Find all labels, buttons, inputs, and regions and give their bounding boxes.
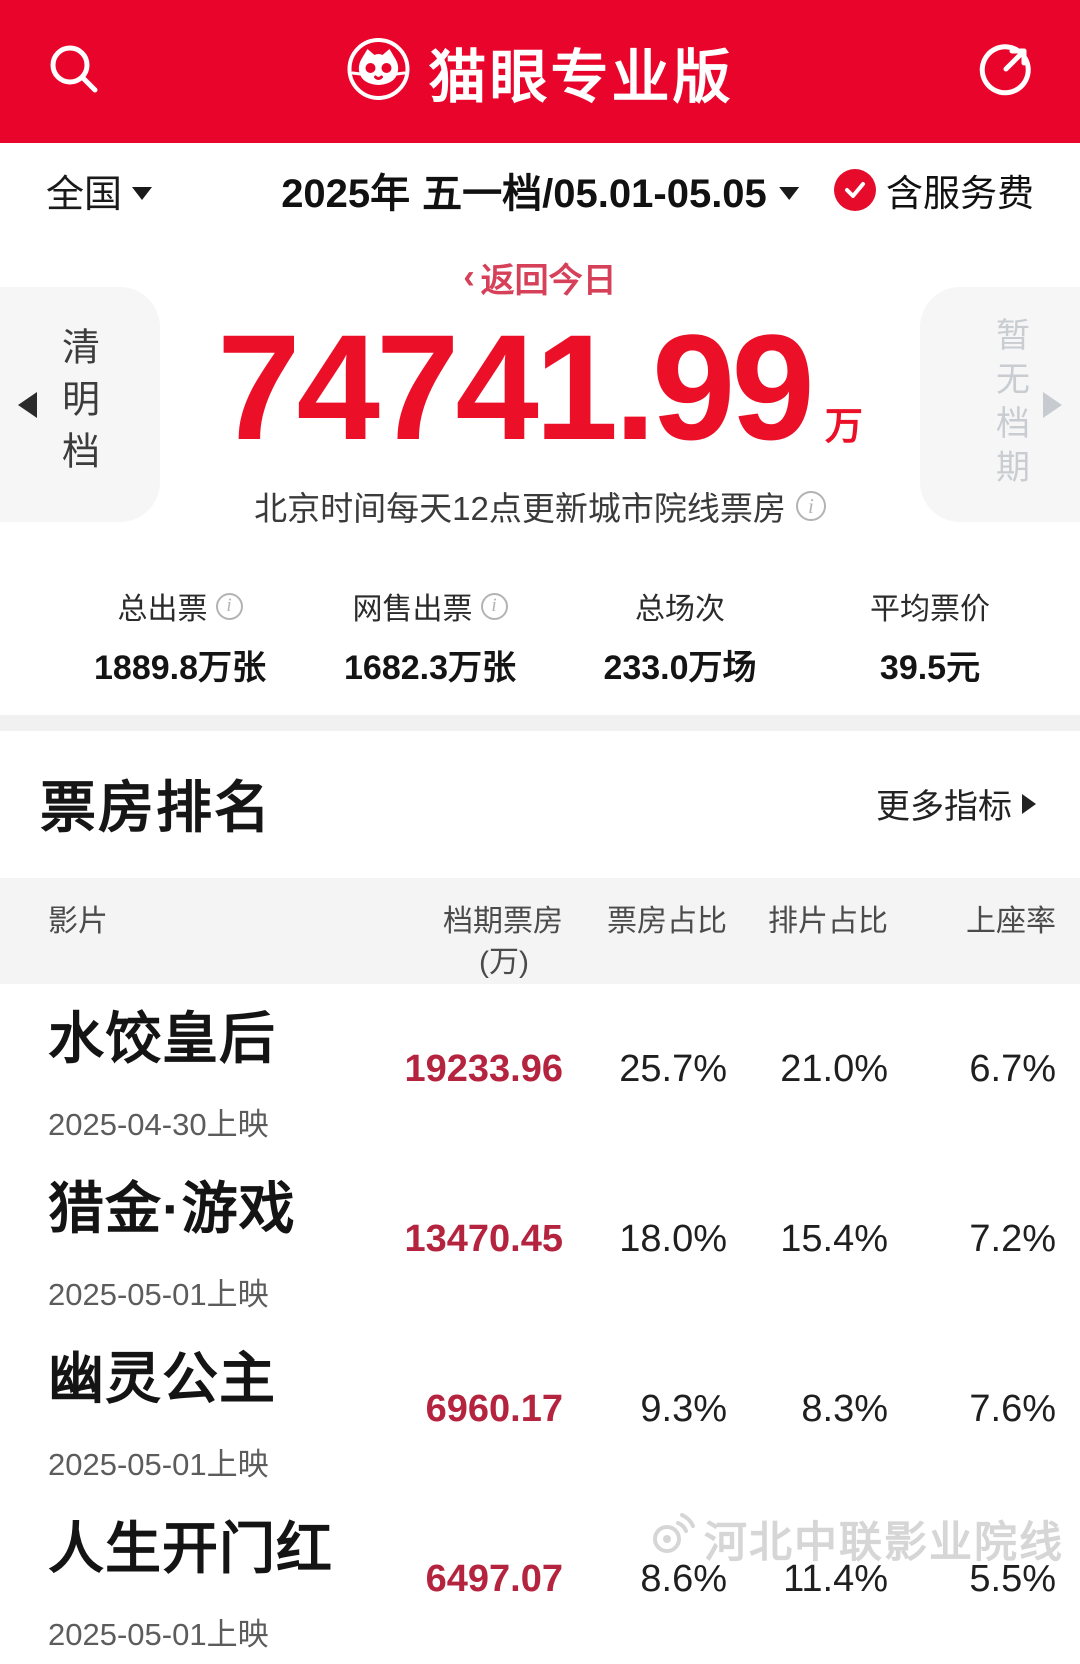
cell-screening-share: 8.3%: [801, 1387, 888, 1430]
movie-title: 人生开门红: [48, 1517, 333, 1580]
app-title: 猫眼专业版: [428, 44, 734, 110]
stat-value: 233.0万场: [603, 649, 757, 687]
watermark-text: 河北中联影业院线: [704, 1519, 1064, 1567]
table-row[interactable]: 幽灵公主 2025-05-01上映 6960.17 9.3% 8.3% 7.6%: [0, 1324, 1080, 1494]
info-icon[interactable]: [480, 592, 508, 620]
summary-stats: 总出票 1889.8万张 网售出票 1682.3万张 总场次 233.0万场 平…: [0, 584, 1080, 689]
service-fee-label: 含服务费: [886, 173, 1034, 214]
search-icon[interactable]: [46, 41, 102, 102]
total-box-office-unit: 万: [824, 406, 863, 448]
stat-total-tickets: 总出票 1889.8万张: [55, 584, 305, 689]
column-header-box-office[interactable]: 档期票房 (万): [443, 905, 563, 979]
cell-box-share: 9.3%: [640, 1387, 727, 1430]
total-box-office-value: 74741.99: [217, 303, 815, 471]
update-note: 北京时间每天12点更新城市院线票房: [0, 482, 1080, 530]
table-row[interactable]: 猎金·游戏 2025-05-01上映 13470.45 18.0% 15.4% …: [0, 1154, 1080, 1324]
cell-attendance: 7.2%: [969, 1217, 1056, 1260]
region-label: 全国: [46, 173, 123, 216]
chevron-down-icon: [778, 186, 799, 200]
brand: 猫眼专业版: [346, 30, 733, 114]
cell-box-office: 13470.45: [404, 1217, 564, 1260]
triangle-left-icon: [18, 391, 37, 418]
stat-label: 网售出票: [352, 593, 473, 626]
movie-release-date: 2025-05-01上映: [48, 1447, 269, 1482]
info-icon[interactable]: [215, 592, 243, 620]
weibo-icon: [648, 1510, 696, 1569]
region-selector[interactable]: 全国: [46, 163, 153, 218]
period-label: 五一档/05.01-05.05: [422, 172, 767, 216]
movie-title: 猎金·游戏: [48, 1177, 296, 1240]
stat-label: 总场次: [635, 593, 725, 626]
more-indicators-link[interactable]: 更多指标: [876, 779, 1036, 828]
filter-bar: 全国 2025年 五一档/05.01-05.05 含服务费: [0, 143, 1080, 237]
stat-value: 1682.3万张: [344, 649, 516, 687]
column-header-attendance[interactable]: 上座率: [966, 905, 1056, 938]
stat-total-screenings: 总场次 233.0万场: [555, 584, 805, 689]
cell-box-share: 25.7%: [619, 1047, 727, 1090]
cell-screening-share: 21.0%: [780, 1047, 888, 1090]
movie-release-date: 2025-04-30上映: [48, 1107, 269, 1142]
stat-average-price: 平均票价 39.5元: [805, 584, 1055, 689]
watermark: 河北中联影业院线: [648, 1508, 1064, 1570]
column-header-movie[interactable]: 影片: [48, 905, 108, 938]
movie-release-date: 2025-05-01上映: [48, 1617, 269, 1652]
movie-title: 幽灵公主: [48, 1347, 276, 1410]
cell-box-office: 19233.96: [404, 1047, 564, 1090]
cell-box-office: 6960.17: [425, 1387, 563, 1430]
maoyan-cat-logo-icon: [346, 37, 410, 106]
stat-label: 平均票价: [870, 593, 990, 626]
info-icon[interactable]: [795, 491, 826, 521]
column-header-screening-share[interactable]: 排片占比: [768, 905, 888, 938]
period-selector[interactable]: 2025年 五一档/05.01-05.05: [281, 161, 799, 219]
next-period-label: 暂无档期: [990, 316, 1029, 493]
stat-value: 39.5元: [879, 649, 981, 687]
share-icon[interactable]: [978, 41, 1034, 102]
cell-box-share: 18.0%: [619, 1217, 727, 1260]
table-header-row: 影片 档期票房 (万) 票房占比 排片占比 上座率: [0, 878, 1080, 984]
triangle-right-icon: [1043, 391, 1062, 418]
cell-box-office: 6497.07: [425, 1557, 563, 1600]
section-divider: [0, 715, 1080, 731]
movie-title: 水饺皇后: [48, 1007, 276, 1070]
update-note-text: 北京时间每天12点更新城市院线票房: [254, 490, 786, 527]
stat-value: 1889.8万张: [94, 649, 266, 687]
chevron-down-icon: [132, 186, 153, 200]
back-to-today-label: 返回今日: [480, 262, 617, 300]
table-row[interactable]: 水饺皇后 2025-04-30上映 19233.96 25.7% 21.0% 6…: [0, 984, 1080, 1154]
triangle-right-icon: [1022, 793, 1036, 814]
movie-release-date: 2025-05-01上映: [48, 1277, 269, 1312]
app-header: 猫眼专业版: [0, 0, 1080, 143]
year-label: 2025年: [281, 172, 411, 216]
prev-period-card[interactable]: 清明档: [0, 287, 160, 522]
service-fee-toggle[interactable]: 含服务费: [834, 163, 1034, 217]
total-box-office: 74741.99 万: [0, 312, 1080, 462]
column-header-box-share[interactable]: 票房占比: [607, 905, 727, 938]
cell-attendance: 6.7%: [969, 1047, 1056, 1090]
cell-screening-share: 15.4%: [780, 1217, 888, 1260]
prev-period-label: 清明档: [55, 326, 98, 483]
chevron-left-icon: ‹: [463, 258, 475, 296]
check-circle-icon: [834, 169, 876, 211]
cell-attendance: 7.6%: [969, 1387, 1056, 1430]
back-to-today-link[interactable]: ‹ 返回今日: [0, 253, 1080, 302]
stat-online-tickets: 网售出票 1682.3万张: [305, 584, 555, 689]
ranking-section-header: 票房排名 更多指标: [0, 731, 1080, 878]
section-title: 票房排名: [40, 776, 272, 839]
stat-label: 总出票: [117, 593, 208, 626]
more-indicators-label: 更多指标: [876, 788, 1012, 826]
next-period-card[interactable]: 暂无档期: [920, 287, 1080, 522]
